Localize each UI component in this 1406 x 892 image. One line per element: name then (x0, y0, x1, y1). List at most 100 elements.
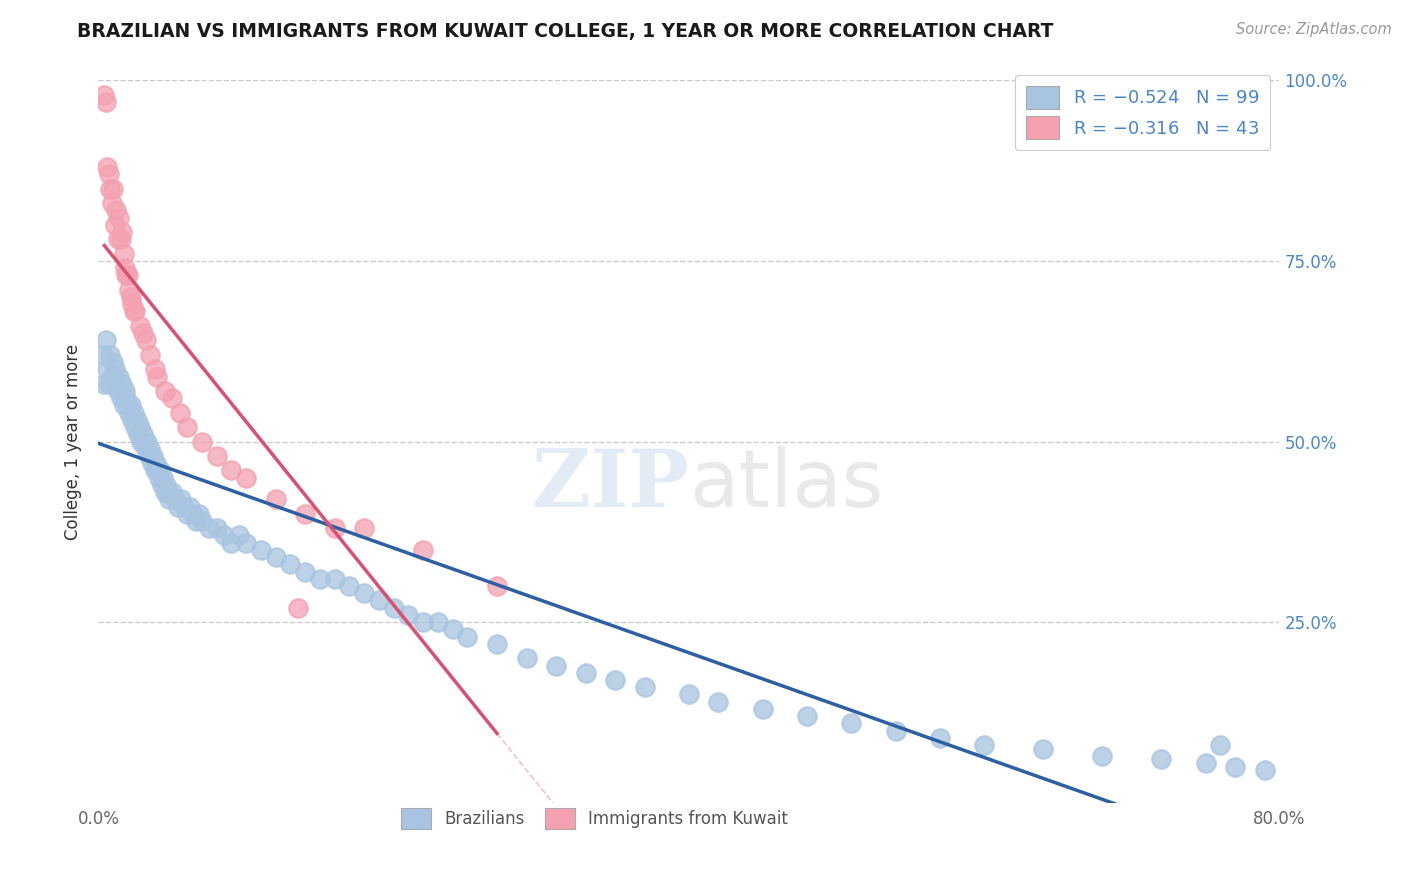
Point (146, 463, 169, 477)
Point (132, 326, 155, 340)
Point (1091, 748, 1114, 763)
Point (457, 630, 479, 644)
Point (678, 687, 700, 701)
Point (412, 542, 434, 557)
Point (107, 232, 129, 246)
Point (486, 637, 509, 651)
Point (287, 600, 309, 615)
Point (280, 558, 302, 572)
Text: ZIP: ZIP (531, 446, 689, 524)
Point (150, 478, 173, 492)
Point (250, 542, 273, 557)
Point (176, 507, 198, 521)
Point (353, 521, 375, 535)
Point (135, 442, 157, 456)
Point (221, 535, 243, 549)
Point (110, 232, 132, 246)
Point (181, 507, 204, 521)
Point (486, 579, 509, 593)
Point (187, 507, 209, 521)
Point (111, 225, 134, 239)
Point (115, 268, 138, 283)
Point (605, 673, 627, 687)
Point (128, 420, 150, 434)
Point (929, 731, 952, 745)
Point (94, 334, 117, 348)
Point (205, 521, 228, 535)
Point (264, 492, 287, 507)
Point (124, 304, 146, 318)
Point (1225, 760, 1247, 774)
Point (136, 434, 159, 449)
Point (170, 492, 193, 507)
Point (121, 413, 143, 427)
Point (146, 369, 169, 384)
Point (148, 470, 170, 484)
Point (105, 203, 128, 218)
Point (973, 738, 995, 752)
Point (104, 218, 127, 232)
Point (323, 572, 346, 586)
Point (398, 607, 420, 622)
Point (141, 456, 163, 470)
Point (153, 485, 176, 500)
Point (323, 521, 346, 535)
Point (382, 600, 405, 615)
Point (165, 492, 187, 507)
Point (142, 449, 165, 463)
Point (145, 456, 167, 470)
Point (309, 572, 332, 586)
Point (752, 702, 775, 716)
Point (152, 470, 174, 484)
Point (235, 470, 257, 484)
Text: atlas: atlas (689, 446, 883, 524)
Point (125, 413, 148, 427)
Point (264, 550, 287, 565)
Point (191, 434, 214, 449)
Point (98, 348, 121, 362)
Point (120, 290, 142, 304)
Point (368, 593, 391, 607)
Point (114, 261, 136, 276)
Point (121, 297, 143, 311)
Point (212, 528, 235, 542)
Point (107, 384, 129, 398)
Text: BRAZILIAN VS IMMIGRANTS FROM KUWAIT COLLEGE, 1 YEAR OR MORE CORRELATION CHART: BRAZILIAN VS IMMIGRANTS FROM KUWAIT COLL… (77, 22, 1054, 41)
Point (100, 196, 122, 211)
Point (124, 420, 146, 434)
Point (294, 565, 316, 579)
Point (191, 514, 214, 528)
Point (157, 492, 180, 507)
Point (97, 376, 120, 391)
Point (108, 211, 131, 225)
Point (155, 478, 177, 492)
Point (1209, 738, 1232, 752)
Point (127, 427, 149, 442)
Point (91, 348, 114, 362)
Point (139, 348, 162, 362)
Point (412, 615, 434, 630)
Point (122, 406, 145, 420)
Point (139, 442, 162, 456)
Point (167, 500, 190, 514)
Point (98, 182, 121, 196)
Point (103, 182, 125, 196)
Point (162, 485, 183, 500)
Point (198, 521, 221, 535)
Point (228, 528, 250, 542)
Point (1195, 756, 1218, 770)
Point (118, 283, 141, 297)
Point (173, 500, 195, 514)
Y-axis label: College, 1 year or more: College, 1 year or more (65, 343, 83, 540)
Point (841, 716, 863, 731)
Point (179, 500, 201, 514)
Point (120, 398, 142, 412)
Point (153, 384, 176, 398)
Point (1254, 764, 1277, 778)
Point (353, 586, 375, 600)
Point (128, 318, 150, 333)
Point (103, 355, 125, 369)
Point (110, 391, 132, 405)
Point (184, 514, 207, 528)
Point (111, 376, 134, 391)
